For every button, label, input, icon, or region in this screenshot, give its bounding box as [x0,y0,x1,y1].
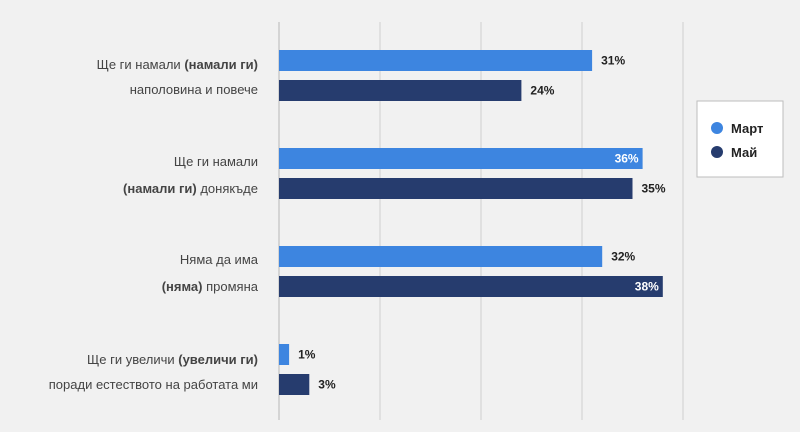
category-label: (няма) промяна [162,279,259,294]
value-label: 35% [642,182,666,196]
bar-mart-1 [279,148,643,169]
bar-may-3 [279,374,310,395]
bar-mart-3 [279,344,290,365]
legend-box [696,100,784,178]
value-label: 32% [611,250,635,264]
category-label-part: донякъде [197,181,258,196]
category-label-part: промяна [203,279,259,294]
category-label-part: Няма да има [180,252,259,267]
value-label: 24% [530,84,554,98]
bar-may-0 [279,80,522,101]
category-label: (намали ги) донякъде [123,181,258,196]
bars [279,50,663,395]
category-label: Ще ги увеличи (увеличи ги) [87,352,258,367]
category-label: поради естеството на работата ми [49,377,258,392]
category-label-part: (увеличи ги) [178,352,258,367]
legend-marker-may [711,146,723,158]
category-label-part: (намали ги) [184,57,258,72]
value-label: 3% [318,378,336,392]
value-labels: 31% 24% 36% 35% 32% 38% 1% 3% [298,54,666,392]
category-label: Няма да има [180,252,259,267]
legend-label-may: Май [731,145,757,160]
value-label: 36% [615,152,639,166]
legend-marker-mart [711,122,723,134]
category-label: наполовина и повече [130,82,258,97]
category-labels: Ще ги намали (намали ги) наполовина и пов… [49,57,259,392]
category-label-part: (намали ги) [123,181,197,196]
category-label-part: поради естеството на работата ми [49,377,258,392]
category-label-part: Ще ги намали [174,154,258,169]
category-label-part: Ще ги намали [97,57,185,72]
bar-mart-2 [279,246,603,267]
bar-mart-0 [279,50,593,71]
bar-may-2 [279,276,663,297]
bar-may-1 [279,178,633,199]
value-label: 1% [298,348,316,362]
legend: Март Май [696,100,784,178]
legend-label-mart: Март [731,121,763,136]
category-label: Ще ги намали (намали ги) [97,57,258,72]
category-label-part: наполовина и повече [130,82,258,97]
category-label-part: (няма) [162,279,203,294]
value-label: 31% [601,54,625,68]
category-label: Ще ги намали [174,154,258,169]
category-label-part: Ще ги увеличи [87,352,178,367]
value-label: 38% [635,280,659,294]
